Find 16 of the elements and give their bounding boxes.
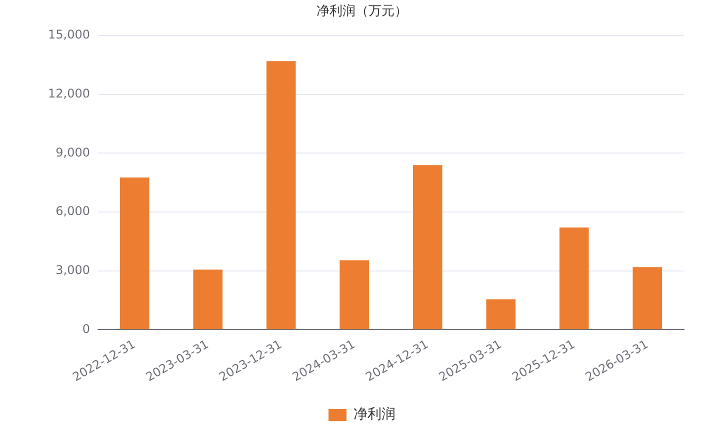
bar [559, 228, 589, 330]
bar [120, 178, 150, 330]
bar [340, 260, 370, 330]
bar [266, 61, 296, 330]
bar [193, 270, 223, 330]
bar [412, 165, 442, 330]
bar [632, 267, 662, 330]
y-tick-label: 12,000 [48, 86, 90, 101]
bar [486, 299, 516, 330]
y-tick-label: 6,000 [56, 204, 90, 218]
chart-title: 净利润（万元） [316, 4, 408, 20]
y-tick-label: 15,000 [48, 28, 90, 42]
y-tick-label: 0 [82, 322, 90, 336]
y-tick-label: 9,000 [56, 145, 90, 160]
legend-label: 净利润 [354, 406, 396, 423]
y-tick-label: 3,000 [56, 262, 90, 277]
